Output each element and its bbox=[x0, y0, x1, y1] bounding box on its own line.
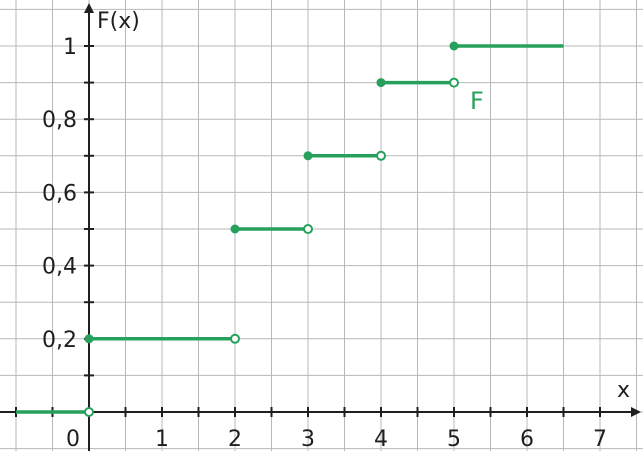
tick-labels: 0 1 2 3 4 5 6 7 0,2 0,4 0,6 0,8 1 bbox=[42, 35, 607, 451]
closed-endpoint-dot bbox=[303, 151, 313, 161]
x-tick-label: 7 bbox=[593, 427, 607, 451]
open-endpoint-dot bbox=[84, 407, 94, 417]
y-tick-label: 0,2 bbox=[42, 328, 77, 353]
open-endpoint-dot bbox=[230, 333, 240, 344]
x-tick-label: 3 bbox=[301, 427, 315, 451]
y-tick-label: 0,8 bbox=[42, 108, 77, 133]
closed-endpoint-dot bbox=[449, 41, 459, 51]
x-tick-label: 1 bbox=[155, 427, 169, 451]
y-tick-label: 1 bbox=[63, 35, 77, 60]
open-endpoint-dot bbox=[303, 224, 313, 234]
x-tick-label: 4 bbox=[374, 427, 388, 451]
x-tick-label: 0 bbox=[66, 427, 80, 451]
axes: F(x) x bbox=[0, 3, 641, 451]
closed-endpoint-dot bbox=[230, 224, 240, 234]
open-endpoint-dot bbox=[449, 77, 459, 88]
closed-endpoint-dot bbox=[84, 334, 94, 344]
series-group bbox=[16, 41, 564, 417]
y-tick-label: 0,4 bbox=[42, 255, 77, 280]
x-tick-label: 2 bbox=[228, 427, 242, 451]
y-axis-title: F(x) bbox=[97, 9, 140, 34]
series-label-F: F bbox=[470, 87, 484, 115]
x-axis-title: x bbox=[617, 378, 630, 403]
open-endpoint-dot bbox=[376, 150, 386, 161]
x-tick-label: 6 bbox=[520, 427, 534, 451]
closed-endpoint-dot bbox=[376, 78, 386, 88]
x-tick-label: 5 bbox=[447, 427, 461, 451]
y-tick-label: 0,6 bbox=[42, 181, 77, 206]
